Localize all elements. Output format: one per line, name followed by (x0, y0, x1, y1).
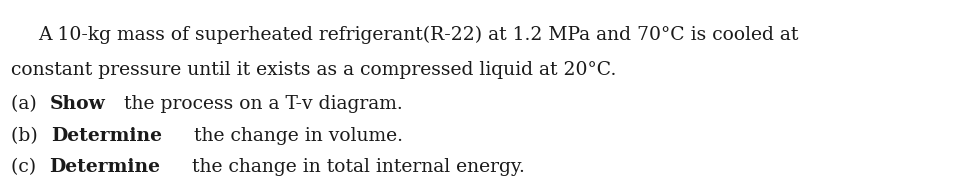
Text: Determine: Determine (51, 127, 161, 145)
Text: (b): (b) (11, 127, 44, 145)
Text: A 10-kg mass of superheated refrigerant(R-22) at 1.2 MPa and 70°C is cooled at: A 10-kg mass of superheated refrigerant(… (39, 26, 799, 44)
Text: constant pressure until it exists as a compressed liquid at 20°C.: constant pressure until it exists as a c… (11, 61, 616, 79)
Text: (c): (c) (11, 158, 42, 176)
Text: the change in total internal energy.: the change in total internal energy. (186, 158, 524, 176)
Text: Show: Show (49, 95, 105, 113)
Text: the process on a T-v diagram.: the process on a T-v diagram. (118, 95, 403, 113)
Text: the change in volume.: the change in volume. (188, 127, 402, 145)
Text: Determine: Determine (49, 158, 160, 176)
Text: (a): (a) (11, 95, 43, 113)
